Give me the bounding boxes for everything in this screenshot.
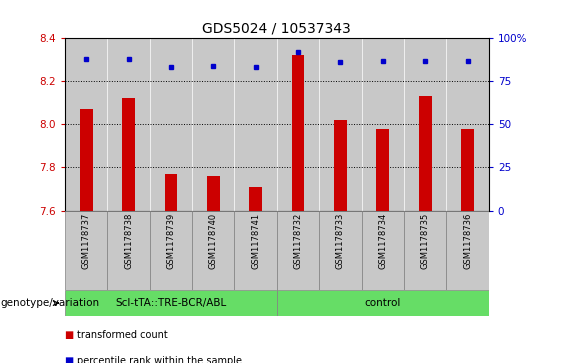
Text: transformed count: transformed count xyxy=(77,330,168,340)
Bar xyxy=(164,174,177,211)
Text: GSM1178735: GSM1178735 xyxy=(421,213,429,269)
Bar xyxy=(192,211,234,290)
Text: control: control xyxy=(364,298,401,308)
Bar xyxy=(65,211,107,290)
Text: GSM1178732: GSM1178732 xyxy=(294,213,302,269)
Bar xyxy=(362,38,404,211)
Bar xyxy=(122,98,135,211)
Bar xyxy=(107,211,150,290)
Bar xyxy=(65,38,107,211)
Text: GSM1178737: GSM1178737 xyxy=(82,213,90,269)
Text: ■: ■ xyxy=(65,356,77,363)
Text: GSM1178733: GSM1178733 xyxy=(336,213,345,269)
Title: GDS5024 / 10537343: GDS5024 / 10537343 xyxy=(202,21,351,36)
Bar xyxy=(277,290,489,316)
Bar xyxy=(419,96,432,211)
Bar xyxy=(65,290,277,316)
Text: ScI-tTA::TRE-BCR/ABL: ScI-tTA::TRE-BCR/ABL xyxy=(115,298,227,308)
Bar xyxy=(150,38,192,211)
Bar xyxy=(334,120,347,211)
Bar xyxy=(107,38,150,211)
Bar xyxy=(277,211,319,290)
Bar xyxy=(192,38,234,211)
Text: GSM1178740: GSM1178740 xyxy=(209,213,218,269)
Bar xyxy=(404,211,446,290)
Text: genotype/variation: genotype/variation xyxy=(0,298,99,308)
Bar xyxy=(292,55,305,211)
Bar xyxy=(319,38,362,211)
Bar xyxy=(249,187,262,211)
Text: GSM1178734: GSM1178734 xyxy=(379,213,387,269)
Bar xyxy=(362,211,404,290)
Bar xyxy=(376,129,389,211)
Bar xyxy=(404,38,446,211)
Text: percentile rank within the sample: percentile rank within the sample xyxy=(77,356,242,363)
Bar xyxy=(446,211,489,290)
Bar xyxy=(234,38,277,211)
Text: GSM1178741: GSM1178741 xyxy=(251,213,260,269)
Bar xyxy=(277,38,319,211)
Text: ■: ■ xyxy=(65,330,77,340)
Bar xyxy=(234,211,277,290)
Bar xyxy=(150,211,192,290)
Text: GSM1178739: GSM1178739 xyxy=(167,213,175,269)
Bar xyxy=(80,109,93,211)
Bar xyxy=(207,176,220,211)
Text: GSM1178736: GSM1178736 xyxy=(463,213,472,269)
Bar xyxy=(319,211,362,290)
Bar xyxy=(446,38,489,211)
Bar xyxy=(461,129,474,211)
Text: GSM1178738: GSM1178738 xyxy=(124,213,133,269)
